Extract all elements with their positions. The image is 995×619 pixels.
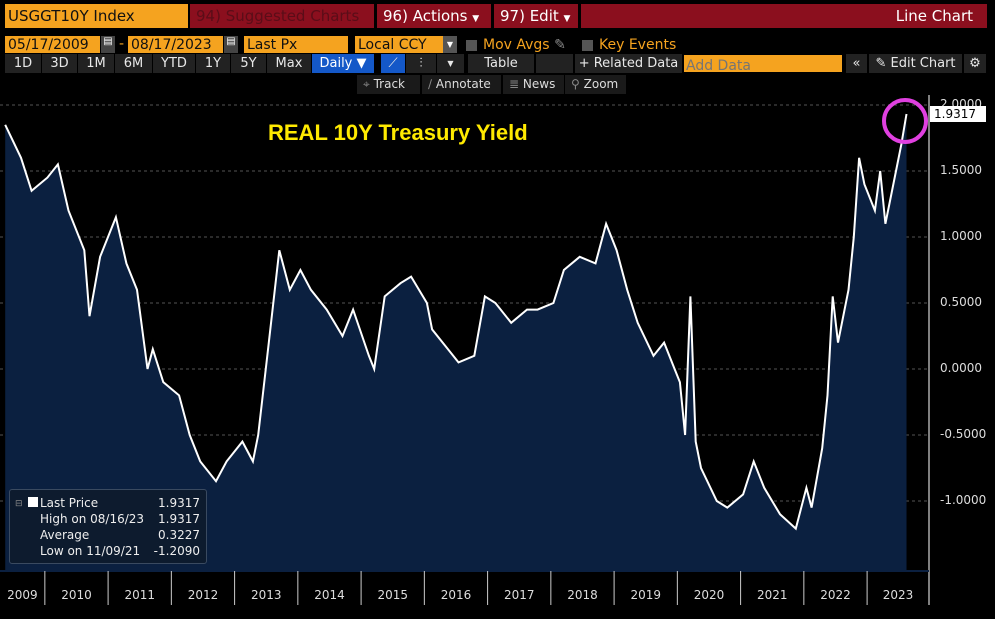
highlight-circle [882, 98, 928, 144]
chart-title: REAL 10Y Treasury Yield [268, 120, 528, 145]
pencil-icon[interactable]: ✎ [554, 37, 566, 53]
crosshair-icon: ⌖ [363, 77, 370, 91]
add-data-text[interactable] [684, 57, 842, 75]
mov-avgs-toggle[interactable]: Mov Avgs ✎ [466, 36, 566, 54]
chevron-down-icon[interactable]: ▼ [437, 54, 464, 73]
range-1d[interactable]: 1D [5, 54, 41, 73]
news-tool[interactable]: ≣ News [503, 75, 564, 94]
y-tick-label: 1.0000 [940, 229, 982, 243]
x-tick-label: 2018 [567, 588, 598, 602]
currency-selector[interactable]: Local CCY [355, 36, 443, 53]
key-events-toggle[interactable]: Key Events [582, 36, 676, 54]
end-date-field[interactable]: 08/17/2023 [128, 36, 223, 53]
ticker-field[interactable]: USGGT10Y Index [5, 4, 188, 28]
mov-avgs-label: Mov Avgs [483, 37, 550, 53]
track-tool[interactable]: ⌖ Track [357, 75, 420, 94]
y-tick-label: 1.5000 [940, 163, 982, 177]
checkbox[interactable] [582, 39, 593, 51]
range-5y[interactable]: 5Y [231, 54, 266, 73]
collapse-tree-icon[interactable]: ⊟ [15, 499, 23, 509]
last-value-tag: 1.9317 [930, 106, 986, 122]
range-6m[interactable]: 6M [115, 54, 152, 73]
legend-row-last: Last Price 1.9317 [40, 495, 200, 511]
series-line [4, 113, 908, 531]
edit-label: 97) Edit [500, 7, 559, 25]
x-tick-label: 2012 [187, 588, 219, 602]
x-tick-label: 2010 [61, 588, 92, 602]
blank-button[interactable] [536, 54, 573, 73]
range-3d[interactable]: 3D [42, 54, 77, 73]
news-label: News [522, 77, 556, 91]
legend-row-low: Low on 11/09/21 -1.2090 [40, 543, 200, 559]
chevron-down-icon: ▼ [472, 14, 480, 24]
range-1m[interactable]: 1M [78, 54, 114, 73]
x-tick-label: 2022 [820, 588, 851, 602]
chevron-down-icon[interactable]: ▼ [443, 36, 457, 53]
actions-menu[interactable]: 96) Actions ▼ [377, 4, 491, 28]
legend-value: 0.3227 [158, 528, 200, 542]
suggested-charts-button[interactable]: 94) Suggested Charts [190, 4, 374, 28]
y-tick-label: 0.5000 [940, 295, 982, 309]
x-tick-label: 2020 [693, 588, 725, 602]
x-tick-label: 2015 [377, 588, 408, 602]
edit-menu[interactable]: 97) Edit ▼ [494, 4, 578, 28]
x-tick-label: 2021 [756, 588, 788, 602]
annotate-label: Annotate [435, 77, 491, 91]
chevron-down-icon: ▼ [563, 14, 571, 24]
x-tick-label: 2019 [630, 588, 661, 602]
legend-row-high: High on 08/16/23 1.9317 [40, 511, 200, 527]
news-icon: ≣ [509, 77, 520, 91]
x-tick-label: 2017 [503, 588, 535, 602]
edit-chart-label: Edit Chart [890, 56, 956, 71]
range-max[interactable]: Max [267, 54, 311, 73]
key-events-label: Key Events [599, 37, 677, 53]
legend-value: -1.2090 [153, 544, 200, 558]
legend-label: Low on 11/09/21 [40, 544, 141, 558]
calendar-icon[interactable]: ▤ [224, 36, 238, 53]
annotate-tool[interactable]: ∕ Annotate [422, 75, 501, 94]
zoom-label: Zoom [583, 77, 619, 91]
actions-label: 96) Actions [383, 7, 468, 25]
zoom-tool[interactable]: ⚲ Zoom [565, 75, 626, 94]
legend-value: 1.9317 [158, 512, 200, 526]
range-ytd[interactable]: YTD [153, 54, 195, 73]
pencil-icon: ∕ [428, 77, 433, 91]
legend-value: 1.9317 [158, 496, 200, 510]
add-data-input[interactable] [684, 55, 842, 75]
legend-label: Average [40, 528, 90, 542]
calendar-icon[interactable]: ▤ [101, 36, 115, 53]
range-1y[interactable]: 1Y [196, 54, 230, 73]
series-swatch [28, 497, 38, 507]
y-tick-label: 0.0000 [940, 361, 982, 375]
track-label: Track [373, 77, 405, 91]
x-tick-label: 2009 [7, 588, 38, 602]
frequency-dropdown[interactable]: Daily ▼ [312, 54, 374, 73]
legend-label: Last Price [40, 496, 99, 510]
legend: ⊟ Last Price 1.9317 High on 08/16/23 1.931… [9, 489, 207, 564]
x-tick-label: 2011 [124, 588, 155, 602]
checkbox[interactable] [466, 39, 477, 51]
field-selector[interactable]: Last Px [244, 36, 348, 53]
edit-chart-button[interactable]: ✎ Edit Chart [869, 54, 962, 73]
legend-row-average: Average 0.3227 [40, 527, 200, 543]
related-data-button[interactable]: + Related Data [575, 54, 682, 73]
x-tick-label: 2013 [250, 588, 282, 602]
magnifier-icon: ⚲ [571, 77, 580, 91]
bar-chart-icon[interactable]: ⫶ [406, 54, 436, 73]
start-date-field[interactable]: 05/17/2009 [5, 36, 100, 53]
table-button[interactable]: Table [468, 54, 534, 73]
date-separator: - [119, 36, 125, 52]
line-chart-icon[interactable]: ⟋ [381, 54, 405, 73]
y-tick-label: -0.5000 [940, 427, 987, 441]
gear-icon[interactable]: ⚙ [964, 54, 986, 73]
chart-type-title: Line Chart [581, 4, 987, 28]
x-tick-label: 2014 [314, 588, 345, 602]
legend-label: High on 08/16/23 [40, 512, 145, 526]
pencil-icon: ✎ [875, 56, 887, 71]
x-tick-label: 2016 [440, 588, 472, 602]
x-tick-label: 2023 [882, 588, 914, 602]
y-tick-label: -1.0000 [940, 493, 987, 507]
collapse-button[interactable]: « [846, 54, 867, 73]
